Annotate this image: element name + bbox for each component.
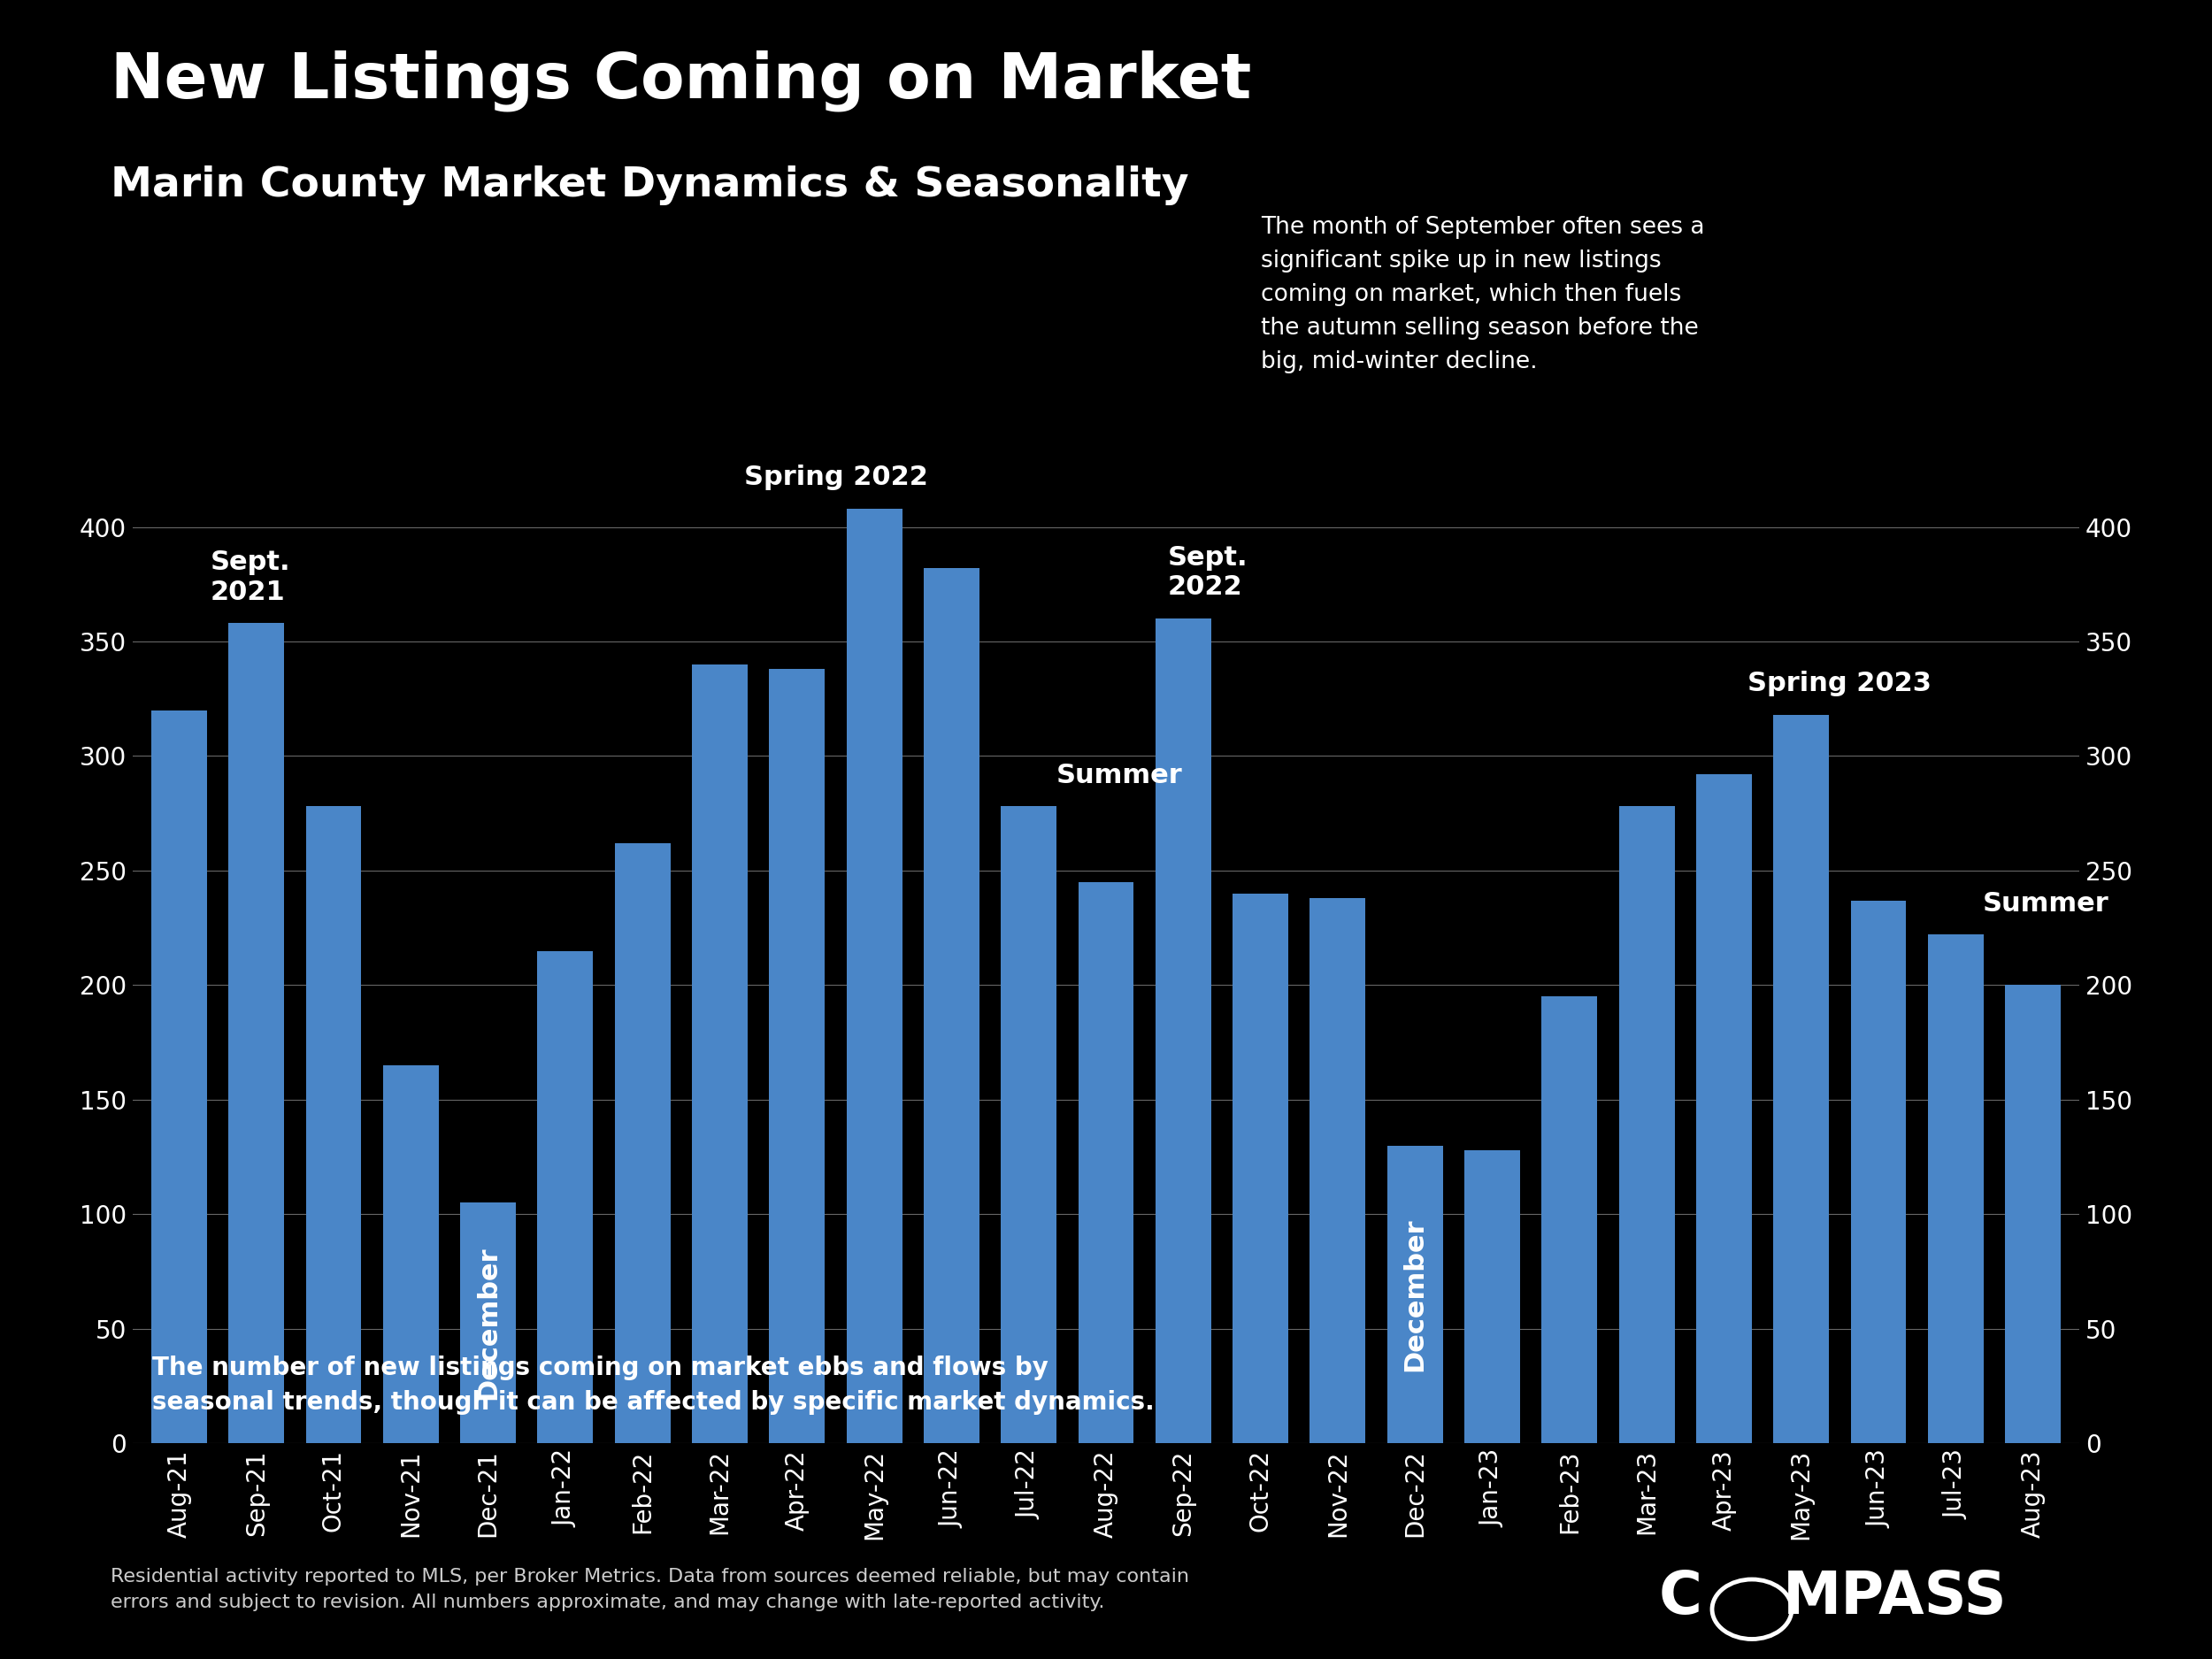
Text: Spring 2022: Spring 2022 <box>743 465 927 491</box>
Bar <box>1002 806 1057 1443</box>
Bar <box>615 843 670 1443</box>
Bar <box>1310 898 1365 1443</box>
Bar <box>1697 775 1752 1443</box>
Text: MPASS: MPASS <box>1783 1568 2006 1626</box>
Bar <box>2004 985 2062 1443</box>
Text: The number of new listings coming on market ebbs and flows by
seasonal trends, t: The number of new listings coming on mar… <box>153 1355 1155 1415</box>
Text: December: December <box>1402 1218 1427 1372</box>
Bar <box>847 509 902 1443</box>
Bar <box>1774 715 1829 1443</box>
Bar <box>1232 894 1287 1443</box>
Text: Summer: Summer <box>1982 891 2108 916</box>
Bar <box>1464 1150 1520 1443</box>
Bar <box>305 806 361 1443</box>
Bar <box>925 567 980 1443</box>
Text: Marin County Market Dynamics & Seasonality: Marin County Market Dynamics & Seasonali… <box>111 166 1188 206</box>
Bar <box>1542 997 1597 1443</box>
Bar <box>383 1065 438 1443</box>
Bar <box>770 669 825 1443</box>
Text: Sept.
2021: Sept. 2021 <box>210 549 290 606</box>
Bar <box>150 710 208 1443</box>
Bar <box>1077 883 1135 1443</box>
Bar <box>460 1203 515 1443</box>
Bar <box>1929 934 1984 1443</box>
Text: Sept.
2022: Sept. 2022 <box>1168 544 1248 601</box>
Text: The month of September often sees a
significant spike up in new listings
coming : The month of September often sees a sign… <box>1261 216 1705 373</box>
Bar <box>1851 901 1907 1443</box>
Text: Residential activity reported to MLS, per Broker Metrics. Data from sources deem: Residential activity reported to MLS, pe… <box>111 1568 1190 1611</box>
Bar <box>1387 1145 1442 1443</box>
Bar <box>692 664 748 1443</box>
Bar <box>1155 619 1210 1443</box>
Bar <box>1619 806 1674 1443</box>
Text: December: December <box>476 1246 500 1400</box>
Bar <box>228 624 283 1443</box>
Text: Summer: Summer <box>1055 763 1181 788</box>
Bar <box>538 951 593 1443</box>
Text: Spring 2023: Spring 2023 <box>1747 670 1931 697</box>
Text: New Listings Coming on Market: New Listings Coming on Market <box>111 50 1252 111</box>
Text: C: C <box>1659 1568 1703 1626</box>
